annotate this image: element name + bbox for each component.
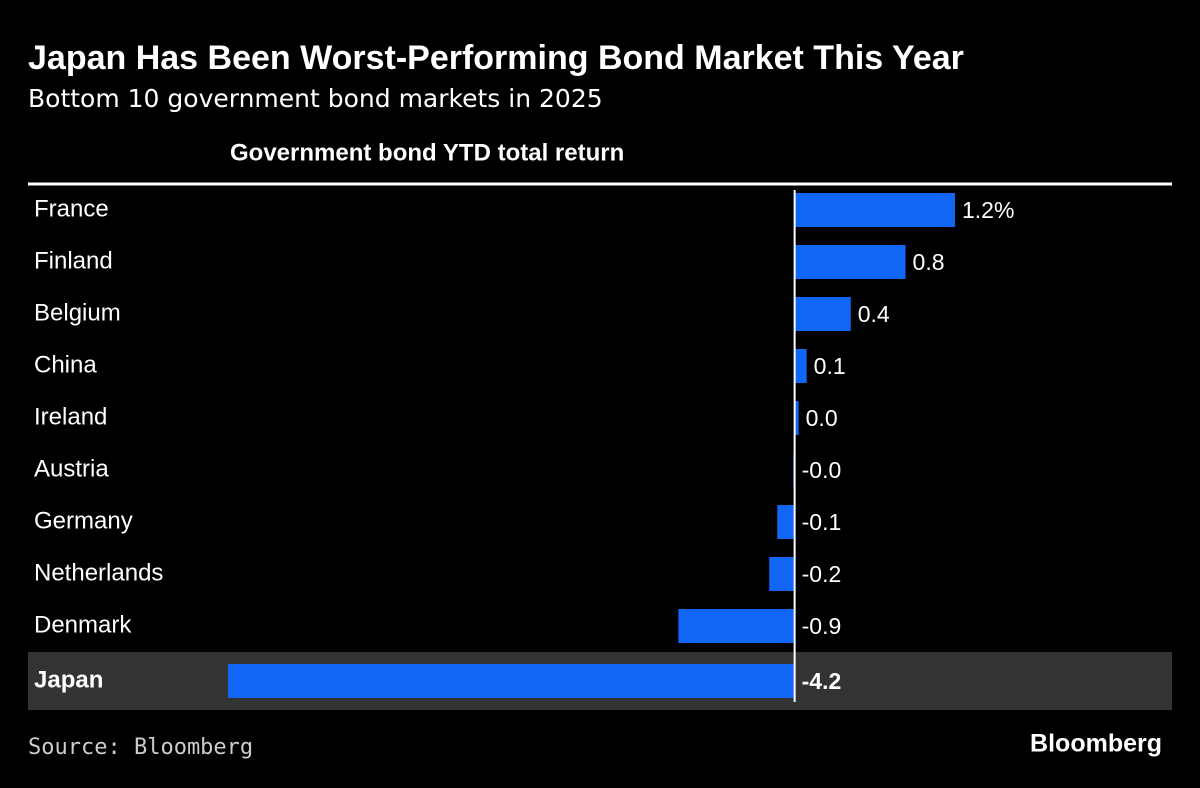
plot: France 1.2% Finland 0.8 Belgium 0.4 China 0.1 Ir… (28, 190, 1172, 710)
value-label: 0.8 (913, 249, 945, 275)
category-label: Finland (34, 247, 113, 274)
value-label: 0.0 (806, 405, 838, 431)
bar (794, 297, 851, 331)
value-label: -4.2 (802, 668, 842, 694)
category-label: Denmark (34, 611, 132, 638)
bar (228, 664, 795, 698)
value-label: 1.2% (962, 197, 1014, 223)
category-label: Japan (34, 666, 103, 693)
value-label: -0.9 (802, 613, 842, 639)
brand: Bloomberg (1030, 730, 1162, 758)
bar (777, 505, 795, 539)
bar (678, 609, 795, 643)
value-label: 0.1 (814, 353, 846, 379)
bar (794, 245, 906, 279)
category-label: Austria (34, 455, 109, 482)
source: Source: Bloomberg (28, 735, 253, 760)
value-label: -0.0 (802, 457, 842, 483)
chart-subtitle: Bottom 10 government bond markets in 202… (28, 84, 603, 113)
category-label: China (34, 351, 97, 378)
category-label: Ireland (34, 403, 107, 430)
bar (794, 349, 807, 383)
value-label: 0.4 (858, 301, 890, 327)
axis-title: Government bond YTD total return (230, 139, 624, 166)
value-label: -0.1 (802, 509, 842, 535)
bar (769, 557, 795, 591)
category-label: France (34, 195, 109, 222)
bar (794, 401, 799, 435)
value-label: -0.2 (802, 561, 842, 587)
category-label: Belgium (34, 299, 121, 326)
bar (794, 193, 955, 227)
category-label: Netherlands (34, 559, 163, 586)
category-label: Germany (34, 507, 133, 534)
chart-title: Japan Has Been Worst-Performing Bond Mar… (28, 39, 964, 77)
